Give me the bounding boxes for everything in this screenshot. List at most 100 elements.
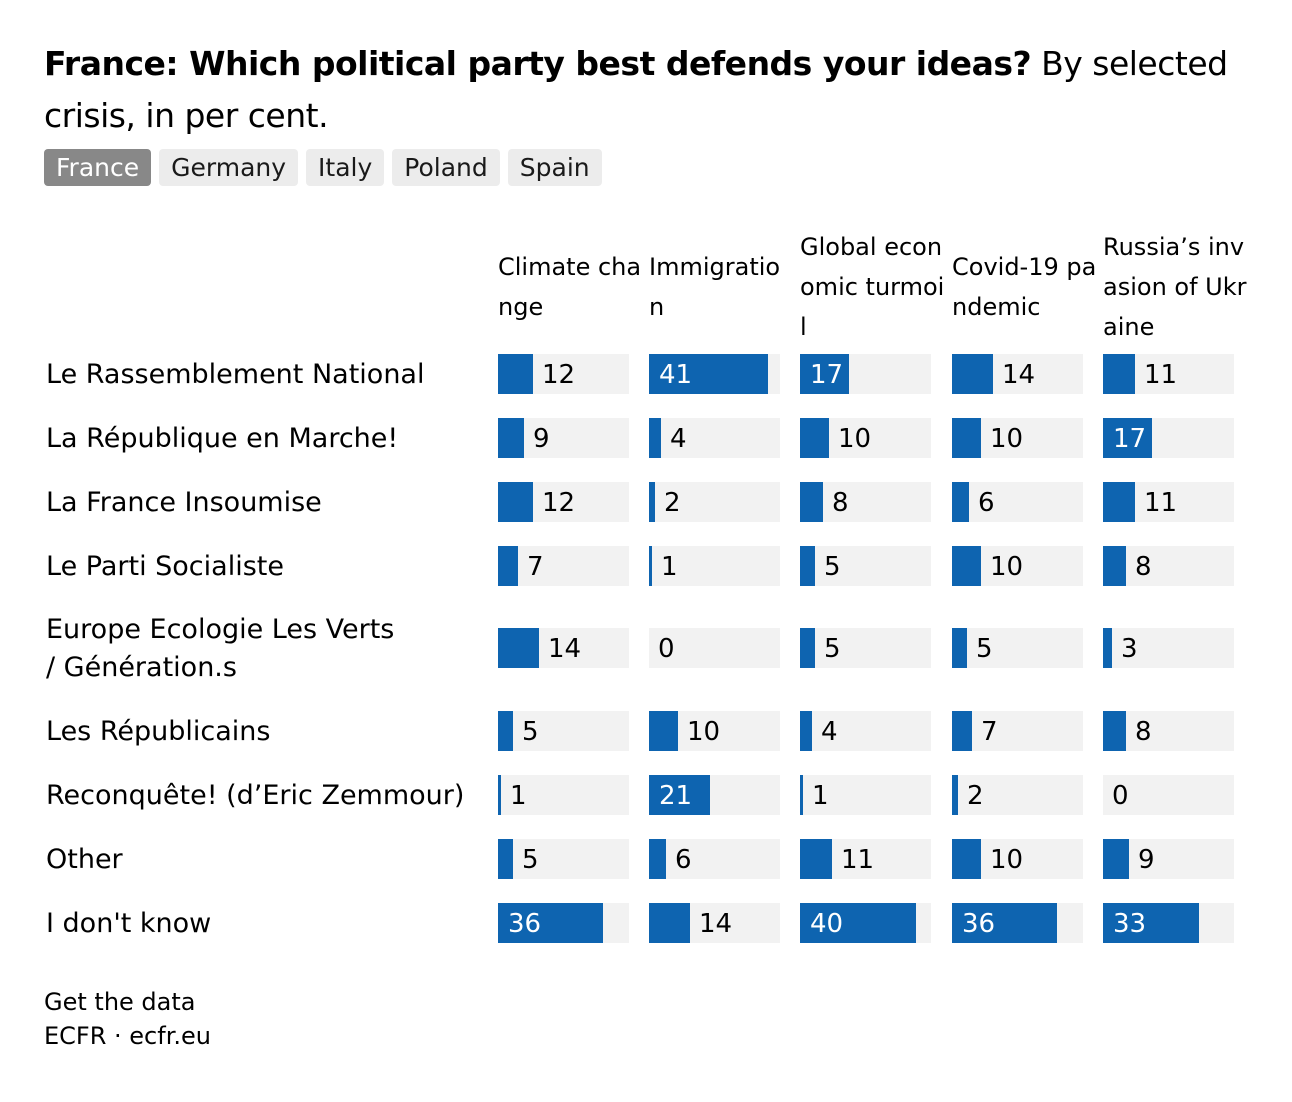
data-label: 36	[508, 909, 542, 939]
data-label: 0	[658, 634, 675, 664]
tab-italy[interactable]: Italy	[306, 149, 385, 186]
data-bar	[649, 354, 768, 394]
tab-germany[interactable]: Germany	[159, 149, 299, 186]
data-bar	[952, 482, 969, 522]
bar-track: 14	[649, 903, 780, 943]
data-label: 5	[522, 845, 539, 875]
bar-track: 36	[952, 903, 1083, 943]
data-label: 14	[699, 909, 733, 939]
data-bar	[649, 546, 652, 586]
data-bar	[498, 354, 533, 394]
column-header: Russia’s invasion of Ukraine	[1103, 233, 1247, 341]
data-label: 5	[824, 552, 841, 582]
data-label: 4	[670, 424, 687, 454]
data-label: 17	[810, 360, 844, 390]
bar-track: 9	[498, 418, 629, 458]
bar-track: 7	[498, 546, 629, 586]
data-label: 2	[967, 781, 984, 811]
bar-track: 11	[1103, 482, 1234, 522]
bar-track: 6	[952, 482, 1083, 522]
bar-track: 10	[952, 839, 1083, 879]
data-label: 41	[659, 360, 693, 390]
bar-track: 4	[800, 711, 931, 751]
data-label: 11	[841, 845, 875, 875]
data-bar	[952, 628, 967, 668]
bar-track: 17	[800, 354, 931, 394]
bar-track: 1	[800, 775, 931, 815]
data-bar	[800, 903, 916, 943]
bar-track: 10	[649, 711, 780, 751]
bar-track: 1	[498, 775, 629, 815]
data-bar	[800, 775, 803, 815]
data-bar	[649, 711, 678, 751]
data-label: 7	[981, 717, 998, 747]
data-label: 0	[1112, 781, 1129, 811]
data-label: 5	[976, 634, 993, 664]
data-bar	[800, 354, 849, 394]
data-label: 11	[1144, 360, 1178, 390]
bar-track: 11	[1103, 354, 1234, 394]
data-label: 10	[687, 717, 721, 747]
data-bar	[649, 418, 661, 458]
data-bar	[952, 711, 972, 751]
tab-spain[interactable]: Spain	[507, 149, 602, 186]
country-tabs: France Germany Italy Poland Spain	[44, 149, 602, 186]
bar-track: 5	[800, 546, 931, 586]
data-label: 12	[542, 488, 576, 518]
data-bar	[1103, 354, 1135, 394]
data-label: 21	[659, 781, 693, 811]
data-bar	[649, 839, 666, 879]
data-bar	[1103, 903, 1199, 943]
chart-title-rest: By selected crisis, in per cent.	[44, 44, 1228, 135]
data-label: 5	[522, 717, 539, 747]
column-header: Global economic turmoil	[800, 233, 945, 341]
tab-france[interactable]: France	[44, 149, 152, 186]
row-label: Les Républicains	[46, 716, 271, 747]
data-bar	[498, 418, 524, 458]
data-bar	[952, 354, 993, 394]
chart-title: France: Which political party best defen…	[44, 38, 1244, 142]
data-label: 1	[661, 552, 678, 582]
bar-track: 1	[649, 546, 780, 586]
bar-track: 2	[952, 775, 1083, 815]
data-bar	[952, 903, 1057, 943]
bar-track: 9	[1103, 839, 1234, 879]
bar-track: 12	[498, 482, 629, 522]
bar-track: 33	[1103, 903, 1234, 943]
data-label: 6	[675, 845, 692, 875]
data-label: 3	[1121, 634, 1138, 664]
data-label: 12	[542, 360, 576, 390]
data-bar	[800, 418, 829, 458]
data-bar	[800, 482, 823, 522]
bar-track: 5	[498, 839, 629, 879]
data-label: 7	[527, 552, 544, 582]
data-label: 8	[832, 488, 849, 518]
bar-track: 5	[498, 711, 629, 751]
row-label: Le Parti Socialiste	[46, 551, 284, 582]
bar-track: 7	[952, 711, 1083, 751]
data-bar	[649, 775, 710, 815]
bar-track: 3	[1103, 628, 1234, 668]
data-bar	[498, 903, 603, 943]
bar-track: 10	[800, 418, 931, 458]
bar-track: 17	[1103, 418, 1234, 458]
data-label: 40	[810, 909, 844, 939]
bar-track: 6	[649, 839, 780, 879]
bar-track: 0	[1103, 775, 1234, 815]
data-bar	[498, 711, 513, 751]
bar-track: 2	[649, 482, 780, 522]
data-label: 4	[821, 717, 838, 747]
tab-poland[interactable]: Poland	[392, 149, 500, 186]
data-bar	[1103, 628, 1112, 668]
row-label: Le Rassemblement National	[46, 359, 425, 390]
data-bar	[952, 775, 958, 815]
data-bar	[952, 546, 981, 586]
data-label: 10	[990, 552, 1024, 582]
bar-track: 8	[800, 482, 931, 522]
data-label: 33	[1113, 909, 1147, 939]
data-label: 9	[533, 424, 550, 454]
data-bar	[649, 482, 655, 522]
bar-track: 10	[952, 546, 1083, 586]
data-bar	[800, 711, 812, 751]
get-data-link[interactable]: Get the data	[44, 988, 196, 1016]
